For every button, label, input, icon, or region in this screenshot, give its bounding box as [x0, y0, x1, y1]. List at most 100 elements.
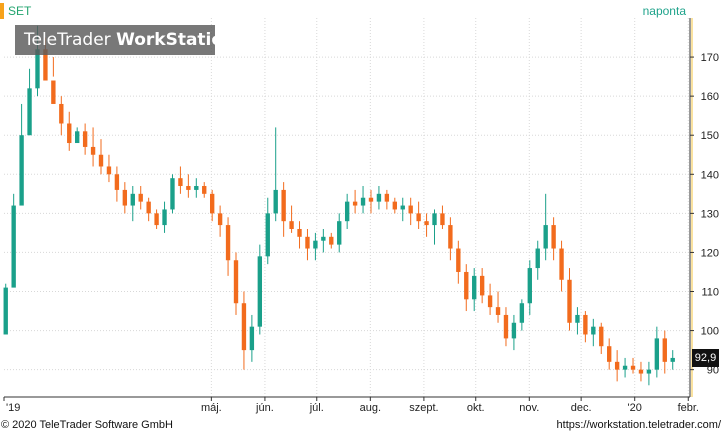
candle-body: [567, 279, 572, 323]
candle-body: [186, 186, 191, 190]
candle-body: [178, 178, 183, 187]
candle-body: [622, 365, 628, 370]
candle: [90, 127, 96, 167]
x-axis: '19 máj. jún. júl. aug. szept. okt. nov. dec. '20…: [3, 396, 699, 414]
candle: [98, 139, 104, 175]
candle: [527, 260, 532, 315]
candle: [432, 209, 437, 245]
candle-body: [146, 201, 151, 214]
candle-body: [583, 314, 588, 335]
candle: [3, 283, 8, 335]
candle: [519, 299, 525, 331]
candle-body: [368, 197, 374, 202]
candle: [27, 68, 32, 136]
candle-body: [440, 213, 445, 226]
candle: [130, 186, 135, 222]
candle-body: [114, 174, 120, 190]
candle: [162, 201, 167, 233]
candle: [487, 283, 493, 315]
candle-body: [511, 322, 517, 339]
candle: [599, 322, 604, 355]
candle: [59, 96, 64, 136]
candle-body: [479, 275, 485, 296]
x-tick-label: febr.: [678, 402, 699, 414]
y-tick-label: 120: [701, 247, 719, 259]
candle: [567, 268, 572, 331]
candle: [630, 357, 636, 374]
candle: [654, 326, 660, 378]
candle-body: [11, 205, 16, 288]
symbol-label: SET: [0, 3, 31, 19]
candle: [472, 268, 477, 312]
candle-body: [194, 186, 199, 190]
x-tick-label: nov.: [519, 402, 539, 414]
candle: [257, 244, 263, 335]
candle: [614, 350, 620, 382]
candle: [11, 193, 16, 288]
candle-body: [138, 193, 143, 202]
candle: [511, 314, 517, 351]
candle-body: [122, 189, 128, 206]
candle-body: [106, 166, 112, 175]
watermark-logo: TeleTrader WorkStation: [15, 25, 235, 55]
candle: [154, 209, 159, 229]
y-axis: 90 100 110 120 130 140 150 160 170: [689, 18, 719, 397]
candle: [646, 361, 652, 386]
candle-body: [82, 131, 88, 147]
x-tick-label: máj.: [201, 402, 222, 414]
candle: [448, 217, 453, 261]
candle-body: [67, 123, 72, 144]
candle-body: [249, 326, 255, 351]
candle-body: [344, 201, 350, 222]
candle: [479, 268, 485, 304]
candle: [352, 189, 358, 214]
source-url[interactable]: https://workstation.teletrader.com/: [556, 419, 721, 431]
candle: [313, 232, 318, 261]
candle: [329, 232, 334, 249]
x-tick-label: '19: [6, 402, 20, 414]
candle: [337, 213, 342, 253]
y-tick-label: 170: [701, 52, 719, 64]
candle: [368, 189, 374, 214]
candle-body: [313, 240, 318, 249]
candle-body: [90, 146, 96, 155]
candle: [543, 193, 548, 261]
candle: [249, 314, 255, 362]
candle-body: [297, 228, 302, 237]
candle-body: [464, 271, 469, 300]
candle: [495, 291, 501, 323]
watermark-light-text: TeleTrader: [24, 30, 117, 50]
y-tick-label: 130: [701, 208, 719, 220]
candle-body: [646, 369, 652, 374]
candle: [170, 174, 175, 214]
candle-body: [662, 338, 667, 362]
candle: [416, 201, 421, 229]
candle: [241, 291, 247, 370]
x-tick-label: szept.: [409, 402, 438, 414]
candle: [265, 197, 270, 265]
candle: [178, 166, 183, 194]
candle-body: [352, 201, 358, 206]
y-tick-label: 150: [701, 130, 719, 142]
x-tick-label: jún.: [255, 402, 274, 414]
candle-body: [281, 189, 286, 222]
candle-body: [456, 248, 461, 272]
watermark-bold-text: WorkStation: [116, 30, 236, 50]
x-tick-label: júl.: [309, 402, 324, 414]
candle: [408, 197, 413, 226]
candle: [662, 330, 667, 374]
candle: [591, 318, 596, 347]
candle-body: [273, 189, 278, 214]
candle: [19, 103, 24, 206]
y-tick-label: 100: [701, 326, 719, 338]
candle-body: [305, 236, 310, 249]
candle: [344, 193, 350, 229]
candle-body: [98, 154, 104, 167]
x-tick-label: okt.: [467, 402, 485, 414]
candle: [194, 178, 199, 198]
candle: [440, 205, 445, 229]
candle-body: [170, 178, 175, 210]
candle-body: [670, 357, 675, 362]
